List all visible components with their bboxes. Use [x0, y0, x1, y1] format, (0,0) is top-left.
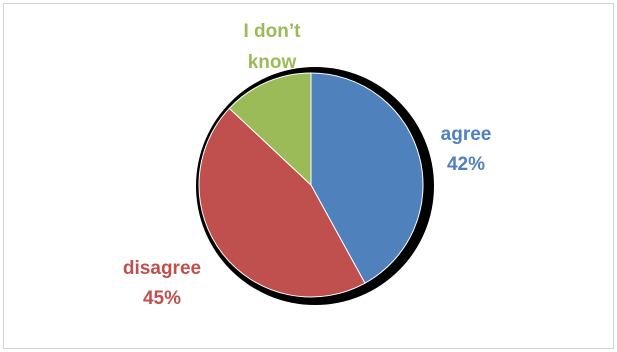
pie-slice-agree — [310, 72, 424, 284]
label-dont-know-line2: know — [248, 52, 297, 73]
label-agree-percent: 42% — [447, 154, 485, 175]
label-disagree-percent: 45% — [143, 288, 181, 309]
pie-slice-disagree — [198, 107, 366, 298]
label-dont-know-line1: I don’t — [244, 21, 302, 42]
pie-slices — [196, 67, 434, 305]
label-disagree-name: disagree — [123, 258, 201, 279]
label-agree-name: agree — [441, 124, 492, 145]
pie-slice-dont-know — [228, 72, 312, 187]
